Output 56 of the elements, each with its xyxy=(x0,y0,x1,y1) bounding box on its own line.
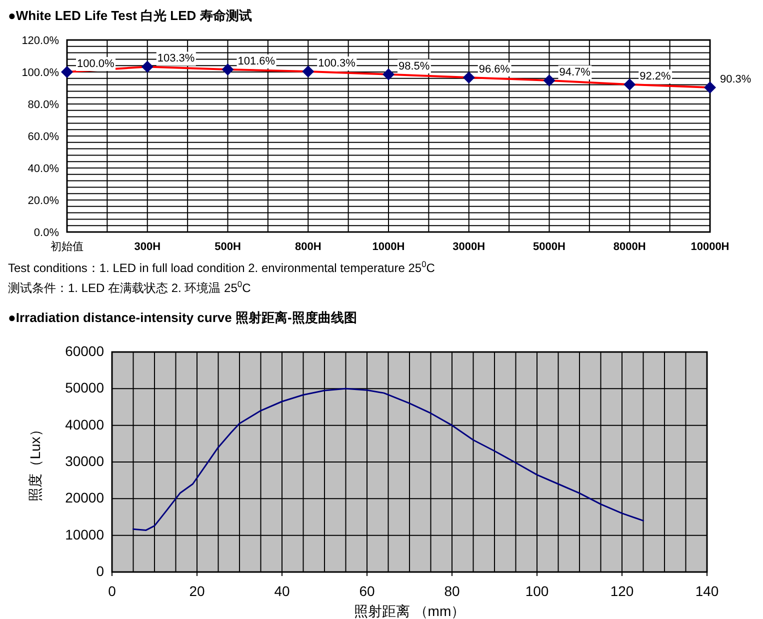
point xyxy=(624,78,636,90)
x-tick-label: 120 xyxy=(610,583,634,599)
data-label: 94.7% xyxy=(559,66,591,78)
x-tick-label: 20 xyxy=(189,583,205,599)
y-axis-title: 照度（Lux） xyxy=(27,422,43,502)
data-label: 100.3% xyxy=(318,58,356,70)
x-tick-label: 初始值 xyxy=(50,240,84,253)
data-label: 101.6% xyxy=(238,55,276,68)
x-axis-title: 照射距离 （mm） xyxy=(354,603,466,619)
x-tick-label: 0 xyxy=(108,583,116,599)
data-label: 96.6% xyxy=(478,63,510,76)
x-tick-label: 40 xyxy=(274,583,290,599)
x-tick-label: 10000H xyxy=(690,241,730,253)
y-tick-label: 0.0% xyxy=(34,227,60,239)
data-label: 100.0% xyxy=(77,58,115,70)
y-tick-label: 80.0% xyxy=(28,99,60,111)
x-tick-label: 5000H xyxy=(533,241,566,253)
data-label: 92.2% xyxy=(640,70,672,82)
point xyxy=(462,71,475,84)
y-tick-label: 20000 xyxy=(65,490,104,506)
text: Test conditions：1. LED in full load condition 2. environmental temperature 25$^{0}$C xyxy=(8,259,436,275)
line-series xyxy=(132,388,644,531)
data-label: 90.3% xyxy=(720,74,752,86)
point xyxy=(543,74,556,86)
x-tick-label: 8000H xyxy=(613,241,646,253)
y-tick-label: 40000 xyxy=(65,416,104,432)
y-tick-label: 100.0% xyxy=(22,67,60,79)
point xyxy=(61,66,73,78)
x-tick-label: 500H xyxy=(214,241,241,253)
point xyxy=(302,66,314,78)
point xyxy=(222,63,234,76)
x-tick-label: 60 xyxy=(359,583,375,599)
data-label: 98.5% xyxy=(398,60,430,72)
y-tick-label: 50000 xyxy=(65,380,104,396)
point xyxy=(382,68,394,80)
data-label: 103.3% xyxy=(157,52,195,65)
text: 测试条件：1. LED 在满载状态 2. 环境温 25$^{0}$C xyxy=(8,279,252,295)
y-tick-label: 120.0% xyxy=(22,35,60,47)
x-tick-label: 3000H xyxy=(452,241,486,253)
x-tick-label: 140 xyxy=(695,583,719,599)
point xyxy=(141,60,154,73)
x-tick-label: 80 xyxy=(444,583,460,599)
y-tick-label: 10000 xyxy=(65,526,104,542)
chart-title: ●Irradiation distance-intensity curve 照射距离-照度曲线图 xyxy=(8,310,357,325)
y-tick-label: 30000 xyxy=(65,453,104,469)
x-tick-label: 300H xyxy=(134,241,161,253)
y-tick-label: 60.0% xyxy=(28,131,60,143)
x-tick-label: 800H xyxy=(294,241,322,253)
x-tick-label: 100 xyxy=(525,583,549,599)
y-tick-label: 60000 xyxy=(65,343,104,359)
y-tick-label: 0 xyxy=(96,563,104,579)
chart-title: ●White LED Life Test 白光 LED 寿命测试 xyxy=(8,8,252,23)
y-tick-label: 20.0% xyxy=(28,195,60,207)
x-tick-label: 1000H xyxy=(372,241,405,253)
y-tick-label: 40.0% xyxy=(28,163,60,175)
point xyxy=(704,82,716,94)
